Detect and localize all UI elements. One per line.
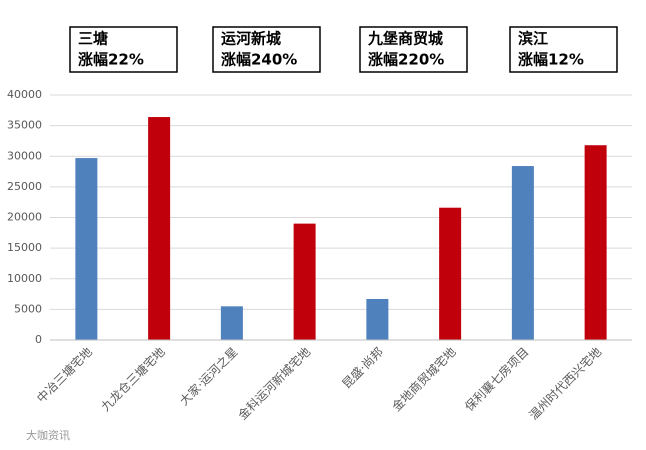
annotation-title: 三塘 (78, 30, 108, 48)
y-tick-label: 30000 (7, 149, 42, 162)
bar (511, 166, 534, 340)
x-tick-label: 大家·运河之星 (176, 344, 240, 408)
annotation-box (69, 26, 178, 73)
y-tick-label: 40000 (7, 88, 42, 101)
annotation-title: 滨江 (518, 30, 548, 48)
y-tick-label: 5000 (14, 302, 42, 315)
y-tick-label: 35000 (7, 119, 42, 132)
bar (220, 306, 243, 340)
annotation-text: 涨幅22% (78, 51, 144, 69)
annotation-text: 涨幅240% (221, 51, 297, 69)
y-tick-label: 20000 (7, 211, 42, 224)
bar (293, 223, 316, 340)
y-tick-label: 15000 (7, 241, 42, 254)
x-tick-label: 九龙仓三塘宅地 (98, 344, 168, 414)
x-tick-label: 金地商贸城宅地 (389, 344, 459, 414)
annotation-title: 运河新城 (221, 30, 281, 48)
annotation-title: 九堡商贸城 (367, 30, 443, 48)
x-tick-label: 昆盛·尚邦 (339, 344, 386, 391)
annotation-box (359, 26, 468, 73)
annotation-box (212, 26, 321, 73)
x-tick-label: 中冶三塘宅地 (33, 344, 95, 406)
y-tick-label: 10000 (7, 272, 42, 285)
bar (75, 158, 98, 340)
x-tick-label: 金科运河新城宅地 (235, 344, 313, 422)
bar (366, 298, 389, 340)
y-tick-label: 0 (35, 333, 42, 346)
annotation-box (509, 26, 618, 73)
source: 大咖资讯 (26, 428, 70, 442)
bar (439, 207, 462, 340)
x-tick-label: 保利襄七房项目 (461, 344, 531, 414)
annotation-text: 涨幅12% (518, 51, 584, 69)
bar (584, 145, 607, 340)
annotation-text: 涨幅220% (368, 51, 444, 69)
x-tick-label: 温州时代西兴宅地 (526, 344, 604, 422)
bar (148, 117, 171, 340)
y-tick-label: 25000 (7, 180, 42, 193)
